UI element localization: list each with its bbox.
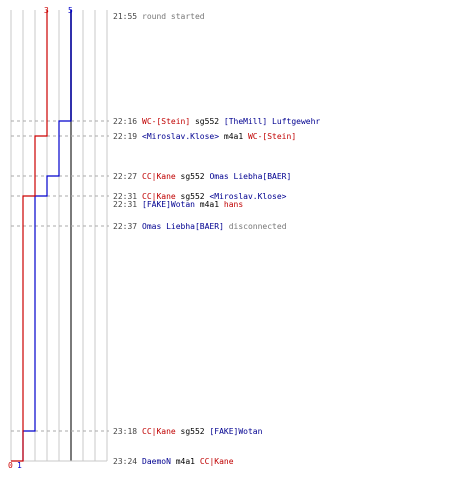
event-text-part: <Miroslav.Klose> (142, 132, 219, 141)
event-text: <Miroslav.Klose> m4a1 WC-[Stein] (142, 132, 296, 141)
event-text-part: [FAKE]Wotan (142, 200, 195, 209)
event-text-part: Omas Liebha[BAER] (209, 172, 291, 181)
series-start-label: 3 (44, 6, 49, 15)
event-time: 22:37 (113, 222, 137, 231)
event-text-part: sg552 (176, 172, 210, 181)
event-text: CC|Kane sg552 Omas Liebha[BAER] (142, 172, 291, 181)
event-text-part: WC-[Stein] (248, 132, 296, 141)
event-text-part: CC|Kane (142, 192, 176, 201)
event-text-part: DaemoN (142, 457, 171, 466)
event-text: Omas Liebha[BAER] disconnected (142, 222, 287, 231)
event-text: WC-[Stein] sg552 [TheMill] Luftgewehr (142, 117, 320, 126)
event-time: 22:27 (113, 172, 137, 181)
event-text: DaemoN m4a1 CC|Kane (142, 457, 234, 466)
event-time: 23:24 (113, 457, 137, 466)
event-text-part: m4a1 (219, 132, 248, 141)
event-time: 22:16 (113, 117, 137, 126)
event-time: 22:31 (113, 192, 137, 201)
event-text-part: m4a1 (171, 457, 200, 466)
event-text: CC|Kane sg552 [FAKE]Wotan (142, 427, 263, 436)
event-time: 21:55 (113, 12, 137, 21)
event-text-part: round started (142, 12, 205, 21)
event-text-part: m4a1 (195, 200, 224, 209)
series-step-line (22, 10, 72, 461)
event-text-part: CC|Kane (142, 172, 176, 181)
series-start-label: 5 (68, 6, 73, 15)
event-text-part: sg552 (176, 192, 210, 201)
event-text-part: CC|Kane (142, 427, 176, 436)
event-text-part: disconnected (224, 222, 287, 231)
series-end-label: 1 (17, 461, 22, 470)
event-text: [FAKE]Wotan m4a1 hans (142, 200, 243, 209)
event-time: 23:18 (113, 427, 137, 436)
event-text: round started (142, 12, 205, 21)
event-text-part: <Miroslav.Klose> (209, 192, 286, 201)
event-text-part: hans (224, 200, 243, 209)
event-text-part: Omas Liebha[BAER] (142, 222, 224, 231)
event-text-part: sg552 (176, 427, 210, 436)
event-time: 22:19 (113, 132, 137, 141)
event-time: 22:31 (113, 200, 137, 209)
series-step-line (11, 10, 48, 462)
event-text: CC|Kane sg552 <Miroslav.Klose> (142, 192, 287, 201)
event-text-part: sg552 (190, 117, 224, 126)
event-text-part: CC|Kane (200, 457, 234, 466)
series-end-label: 0 (8, 461, 13, 470)
event-text-part: [FAKE]Wotan (209, 427, 262, 436)
event-text-part: WC-[Stein] (142, 117, 190, 126)
event-text-part: [TheMill] Luftgewehr (224, 117, 321, 126)
